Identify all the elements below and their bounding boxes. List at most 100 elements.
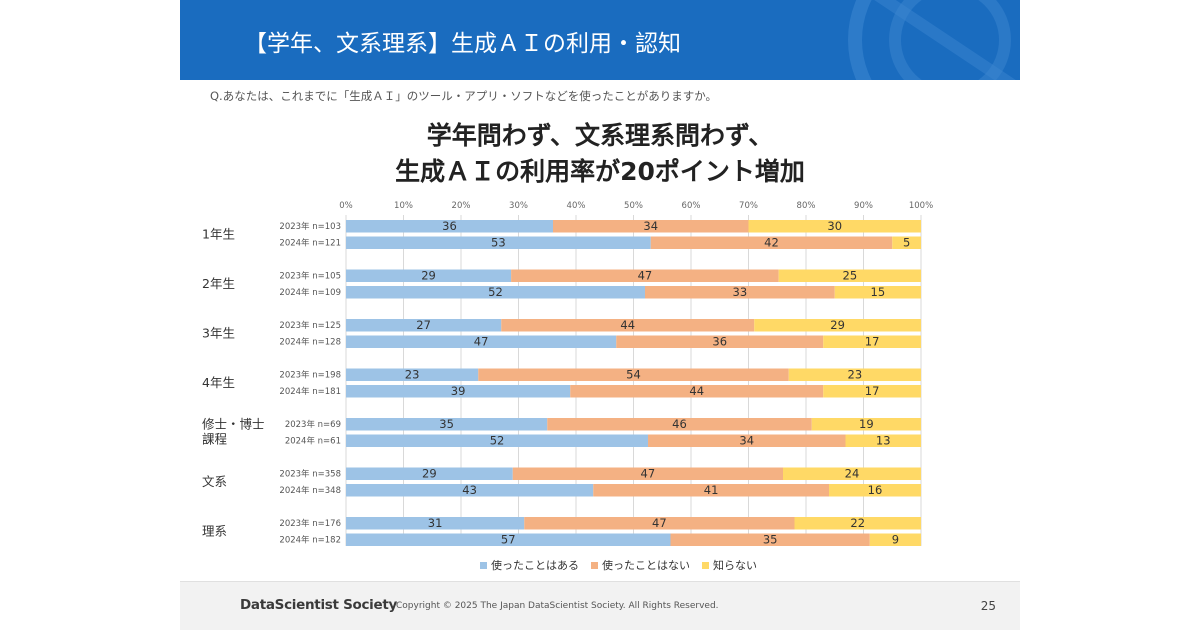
bar-segment-unknown	[748, 220, 921, 233]
row-label: 2024年 n=181	[279, 386, 341, 397]
data-label: 15	[871, 285, 886, 299]
data-label: 5	[903, 236, 910, 250]
data-label: 54	[626, 368, 641, 382]
bar-segment-used	[346, 236, 651, 249]
x-tick-label: 40%	[567, 201, 586, 211]
row-label: 2024年 n=348	[279, 485, 341, 496]
data-label: 36	[442, 219, 457, 233]
data-label: 9	[892, 533, 899, 547]
bar-segment-not-used	[553, 220, 749, 233]
page-title: 【学年、文系理系】生成ＡＩの利用・認知	[244, 31, 681, 57]
x-tick-label: 10%	[394, 201, 413, 211]
data-label: 44	[689, 384, 704, 398]
x-tick-label: 70%	[739, 201, 758, 211]
legend-label-unknown: 知らない	[713, 559, 757, 572]
data-label: 35	[763, 533, 778, 547]
legend-swatch-used	[480, 561, 487, 569]
bar-segment-used	[346, 368, 479, 381]
bar-segment-not-used	[524, 517, 795, 530]
footer: DataScientist Society Copyright © 2025 T…	[180, 581, 1020, 630]
bar-segment-used	[346, 434, 649, 447]
headline-line-1: 学年問わず、文系理系問わず、	[426, 121, 774, 150]
data-label: 57	[501, 533, 516, 547]
data-label: 47	[641, 467, 656, 481]
x-tick-label: 30%	[509, 201, 528, 211]
legend-label-not-used: 使ったことはない	[602, 559, 690, 572]
bar-segment-used	[346, 533, 671, 546]
row-label: 2024年 n=109	[279, 287, 341, 298]
data-label: 47	[474, 335, 489, 349]
x-tick-label: 80%	[797, 201, 816, 211]
data-label: 44	[620, 318, 635, 332]
bar-segment-unknown	[829, 484, 921, 497]
data-label: 53	[491, 236, 506, 250]
data-label: 52	[488, 285, 503, 299]
data-label: 29	[422, 467, 437, 481]
group-label: 4年生	[202, 375, 235, 390]
data-label: 36	[712, 335, 727, 349]
data-label: 23	[848, 368, 863, 382]
bar-segment-unknown	[892, 236, 921, 249]
data-label: 25	[843, 269, 858, 283]
row-label: 2023年 n=198	[279, 370, 341, 381]
row-label: 2023年 n=103	[279, 221, 341, 232]
bar-segment-used	[346, 319, 502, 332]
legend-swatch-unknown	[702, 561, 709, 569]
x-tick-label: 0%	[339, 201, 353, 211]
data-label: 39	[451, 384, 466, 398]
data-label: 17	[865, 335, 880, 349]
data-label: 30	[827, 219, 842, 233]
group-label: 理系	[202, 524, 227, 539]
bar-segment-not-used	[670, 533, 870, 546]
bar-segment-used	[346, 517, 525, 530]
row-label: 2024年 n=182	[279, 535, 341, 546]
data-label: 24	[845, 467, 860, 481]
bar-segment-not-used	[512, 467, 783, 480]
bar-segment-not-used	[511, 269, 779, 282]
x-tick-label: 90%	[854, 201, 873, 211]
data-label: 41	[704, 483, 719, 497]
bar-segment-not-used	[616, 335, 824, 348]
bar-segment-used	[346, 418, 548, 431]
data-label: 47	[638, 269, 653, 283]
data-label: 16	[868, 483, 883, 497]
data-label: 47	[652, 516, 667, 530]
bar-segment-not-used	[547, 418, 812, 431]
bar-segment-not-used	[478, 368, 789, 381]
x-tick-label: 100%	[909, 201, 933, 211]
data-label: 19	[859, 417, 874, 431]
bar-segment-unknown	[823, 385, 921, 398]
bar-segment-not-used	[645, 286, 835, 299]
group-label: 課程	[202, 432, 228, 447]
data-label: 23	[405, 368, 420, 382]
bar-segment-unknown	[788, 368, 921, 381]
bar-segment-not-used	[648, 434, 846, 447]
data-label: 27	[416, 318, 431, 332]
survey-question: Q.あなたは、これまでに「生成ＡＩ」のツール・アプリ・ソフトなどを使ったことがあ…	[210, 89, 717, 103]
row-label: 2024年 n=121	[279, 238, 341, 249]
row-label: 2023年 n=358	[279, 469, 341, 480]
bar-segment-used	[346, 269, 512, 282]
data-label: 43	[462, 483, 477, 497]
data-label: 34	[643, 219, 658, 233]
globe-decoration-icon	[848, 0, 1016, 80]
bar-segment-unknown	[834, 286, 921, 299]
legend-item-used: 使ったことはある	[480, 557, 579, 573]
legend-swatch-not-used	[591, 561, 598, 569]
bar-segment-unknown	[823, 335, 921, 348]
row-label: 2024年 n=128	[279, 337, 341, 348]
bar-segment-unknown	[811, 418, 921, 431]
row-label: 2024年 n=61	[285, 436, 341, 447]
bar-segment-not-used	[650, 236, 893, 249]
data-label: 46	[672, 417, 687, 431]
row-label: 2023年 n=125	[279, 320, 341, 331]
bar-segment-used	[346, 220, 553, 233]
bar-segment-unknown	[794, 517, 921, 530]
bar-segment-used	[346, 385, 571, 398]
bar-segment-used	[346, 335, 617, 348]
group-label: 文系	[202, 474, 227, 489]
bar-segment-unknown	[783, 467, 921, 480]
group-label: 2年生	[202, 276, 235, 291]
legend-item-not-used: 使ったことはない	[591, 557, 690, 573]
data-label: 31	[428, 516, 443, 530]
